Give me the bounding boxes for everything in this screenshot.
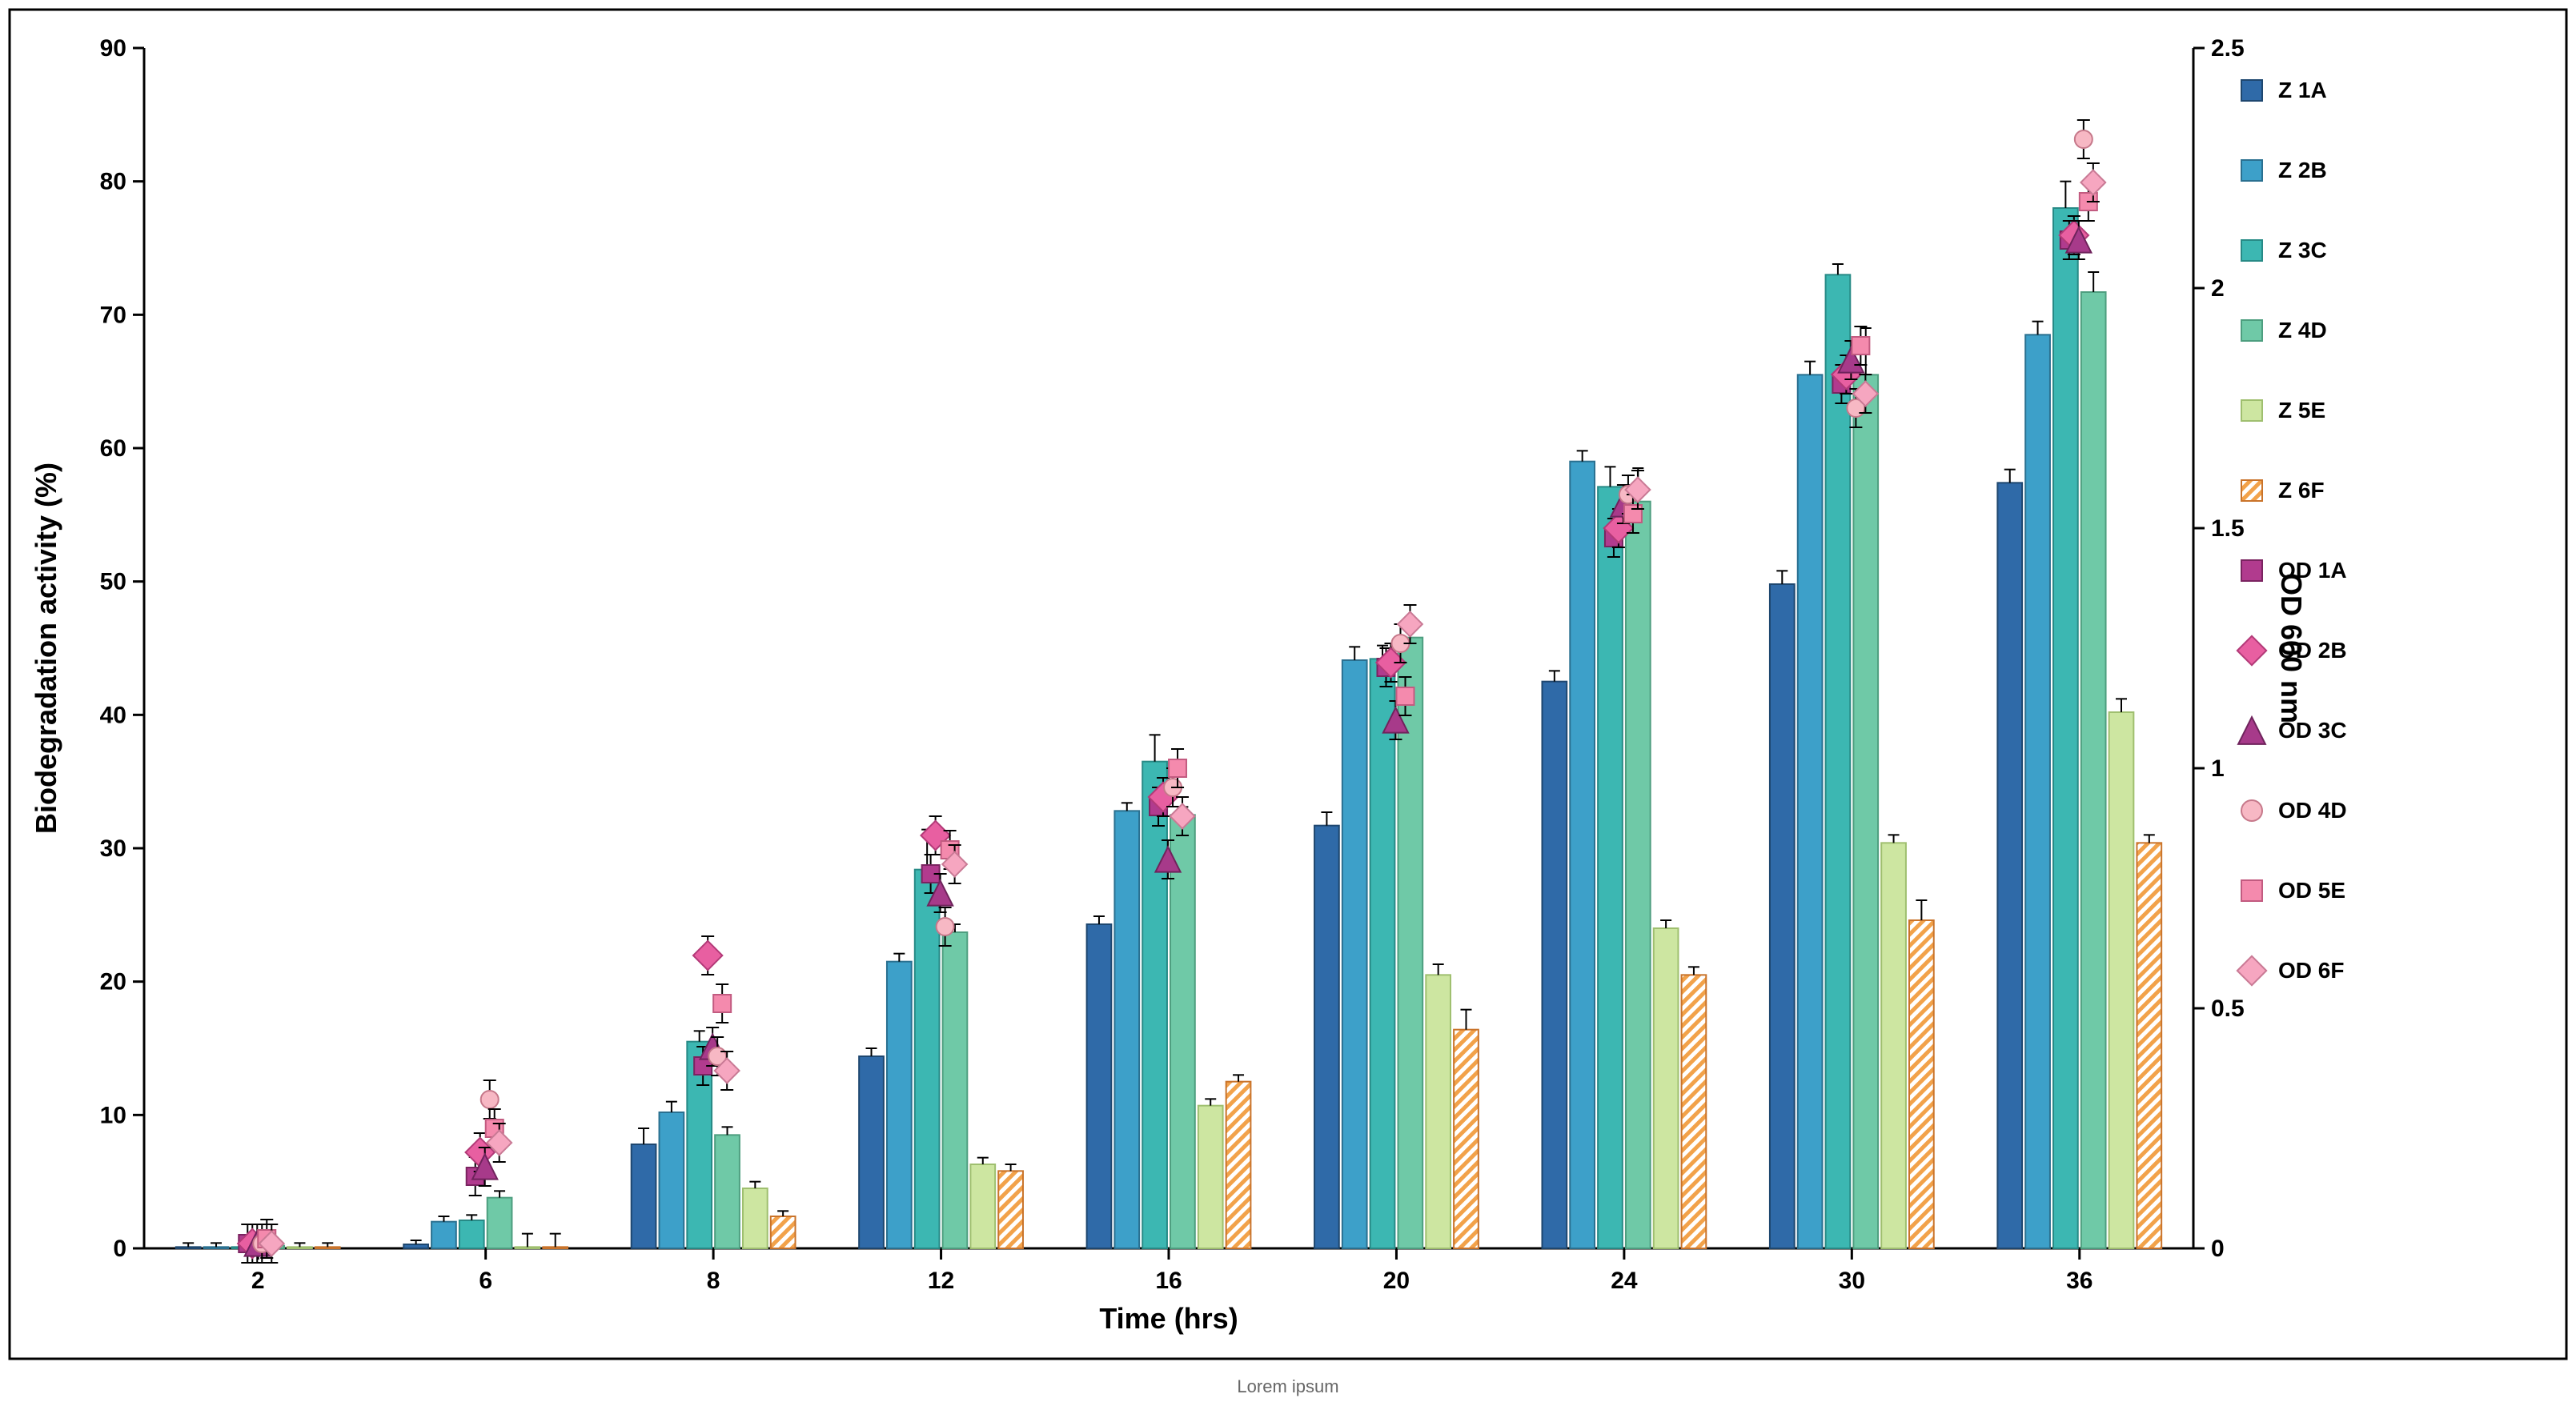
bar-Z5E: [287, 1247, 312, 1248]
bar-Z2B: [204, 1247, 229, 1248]
legend-label-OD5E: OD 5E: [2278, 878, 2345, 903]
bar-Z2B: [1114, 811, 1139, 1248]
legend-label-OD6F: OD 6F: [2278, 958, 2344, 983]
legend-label-Z5E: Z 5E: [2278, 398, 2325, 423]
bar-Z6F: [1682, 975, 1707, 1248]
svg-text:1: 1: [2211, 755, 2225, 782]
bar-Z3C: [1598, 487, 1623, 1248]
bar-Z4D: [1170, 815, 1195, 1248]
bar-Z5E: [1198, 1106, 1223, 1248]
svg-text:2.5: 2.5: [2211, 35, 2245, 62]
bar-Z3C: [1142, 762, 1167, 1248]
svg-text:36: 36: [2066, 1268, 2092, 1294]
bar-Z5E: [1654, 928, 1679, 1248]
bar-Z6F: [771, 1216, 796, 1248]
bar-Z2B: [1570, 462, 1595, 1248]
footer-text: Lorem ipsum: [0, 1376, 2576, 1397]
legend-swatch-Z5E: [2241, 400, 2262, 421]
bar-Z6F: [2137, 843, 2161, 1248]
svg-text:0: 0: [2211, 1236, 2225, 1262]
bar-Z3C: [1826, 274, 1851, 1248]
svg-text:30: 30: [100, 835, 126, 862]
bar-Z5E: [2109, 712, 2134, 1248]
svg-text:20: 20: [1383, 1268, 1410, 1294]
bar-Z4D: [488, 1198, 512, 1248]
svg-text:2: 2: [251, 1268, 265, 1294]
svg-text:12: 12: [928, 1268, 954, 1294]
svg-text:70: 70: [100, 302, 126, 328]
svg-text:50: 50: [100, 569, 126, 595]
bar-Z2B: [1798, 375, 1823, 1248]
legend-swatch-Z3C: [2241, 240, 2262, 261]
svg-text:20: 20: [100, 969, 126, 995]
bar-Z2B: [431, 1222, 456, 1248]
svg-text:6: 6: [479, 1268, 492, 1294]
bar-Z6F: [543, 1247, 568, 1248]
legend-label-OD1A: OD 1A: [2278, 558, 2347, 583]
legend-label-OD4D: OD 4D: [2278, 798, 2347, 823]
bar-Z2B: [660, 1112, 684, 1248]
bar-Z6F: [315, 1247, 340, 1248]
bar-Z1A: [1542, 682, 1567, 1248]
bar-Z1A: [176, 1247, 201, 1248]
svg-text:Biodegradation activity (%): Biodegradation activity (%): [30, 463, 62, 834]
svg-text:24: 24: [1611, 1268, 1638, 1294]
legend-swatch-Z2B: [2241, 160, 2262, 181]
bar-Z6F: [998, 1171, 1023, 1248]
svg-text:30: 30: [1839, 1268, 1865, 1294]
bar-Z4D: [943, 932, 968, 1248]
bar-Z6F: [1226, 1082, 1251, 1248]
svg-text:60: 60: [100, 435, 126, 462]
legend-label-Z3C: Z 3C: [2278, 238, 2327, 262]
legend-label-OD2B: OD 2B: [2278, 638, 2347, 663]
biodegradation-chart: 0 10 20 30 40 50 60 70 80 90 0 0.5 1 1.5 2 2.5 Biodegrad…: [0, 0, 2576, 1376]
legend-label-Z6F: Z 6F: [2278, 478, 2325, 503]
bar-Z1A: [1997, 483, 2022, 1248]
svg-text:16: 16: [1155, 1268, 1182, 1294]
svg-text:8: 8: [707, 1268, 720, 1294]
svg-text:40: 40: [100, 702, 126, 728]
chart-container: 0 10 20 30 40 50 60 70 80 90 0 0.5 1 1.5 2 2.5 Biodegrad…: [0, 0, 2576, 1418]
legend-swatch-Z1A: [2241, 80, 2262, 101]
bar-Z1A: [1770, 584, 1795, 1248]
bar-Z3C: [2053, 208, 2078, 1248]
svg-text:10: 10: [100, 1102, 126, 1128]
svg-text:Time (hrs): Time (hrs): [1099, 1302, 1238, 1335]
bar-Z3C: [1370, 659, 1395, 1248]
svg-text:0: 0: [113, 1236, 126, 1262]
bar-Z4D: [715, 1135, 740, 1248]
bar-Z1A: [403, 1244, 428, 1248]
bar-Z6F: [1909, 920, 1934, 1248]
bar-Z5E: [1426, 975, 1451, 1248]
legend-swatch-Z4D: [2241, 320, 2262, 341]
bar-Z4D: [1626, 502, 1651, 1248]
bar-Z3C: [459, 1220, 484, 1248]
bar-Z1A: [1087, 924, 1112, 1248]
bar-Z1A: [1314, 826, 1339, 1248]
bar-Z2B: [1342, 660, 1367, 1248]
legend-label-Z1A: Z 1A: [2278, 78, 2327, 102]
bar-Z1A: [632, 1144, 656, 1248]
svg-text:2: 2: [2211, 275, 2225, 302]
svg-text:80: 80: [100, 169, 126, 195]
legend-label-Z2B: Z 2B: [2278, 158, 2327, 182]
legend-label-OD3C: OD 3C: [2278, 718, 2347, 743]
legend-label-Z4D: Z 4D: [2278, 318, 2327, 342]
bar-Z5E: [1881, 843, 1906, 1248]
bar-Z5E: [516, 1247, 540, 1248]
bar-Z2B: [887, 962, 912, 1248]
bar-Z5E: [743, 1188, 768, 1248]
bar-Z2B: [2025, 334, 2050, 1248]
bar-Z4D: [1853, 375, 1878, 1248]
legend-swatch-Z6F: [2241, 480, 2262, 501]
svg-text:90: 90: [100, 35, 126, 62]
bar-Z4D: [2081, 292, 2106, 1248]
bar-Z5E: [970, 1164, 995, 1248]
bar-Z6F: [1454, 1030, 1479, 1248]
bar-Z1A: [859, 1056, 884, 1248]
svg-text:1.5: 1.5: [2211, 515, 2245, 542]
svg-text:0.5: 0.5: [2211, 995, 2245, 1022]
